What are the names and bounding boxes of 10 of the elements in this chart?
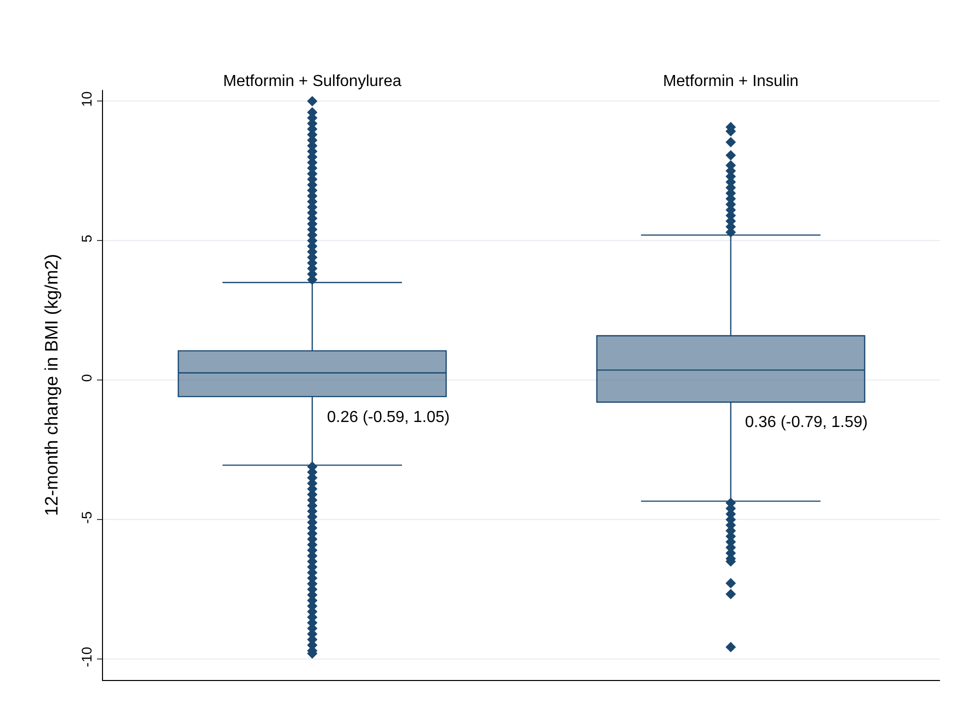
x-tick-label: Metformin + Sulfonylurea [223, 72, 402, 90]
y-tick-label: -10 [78, 646, 94, 668]
y-tick-label: 0 [78, 374, 94, 382]
annotation: 0.26 (-0.59, 1.05) [327, 409, 450, 426]
y-tick-label: -5 [78, 511, 94, 524]
y-tick-label: 5 [78, 234, 94, 242]
annotation: 0.36 (-0.79, 1.59) [745, 414, 868, 431]
x-tick-label: Metformin + Insulin [662, 72, 799, 90]
y-axis-title: 12-month change in BMI (kg/m2) [42, 254, 62, 516]
y-tick-label: 10 [78, 91, 94, 107]
